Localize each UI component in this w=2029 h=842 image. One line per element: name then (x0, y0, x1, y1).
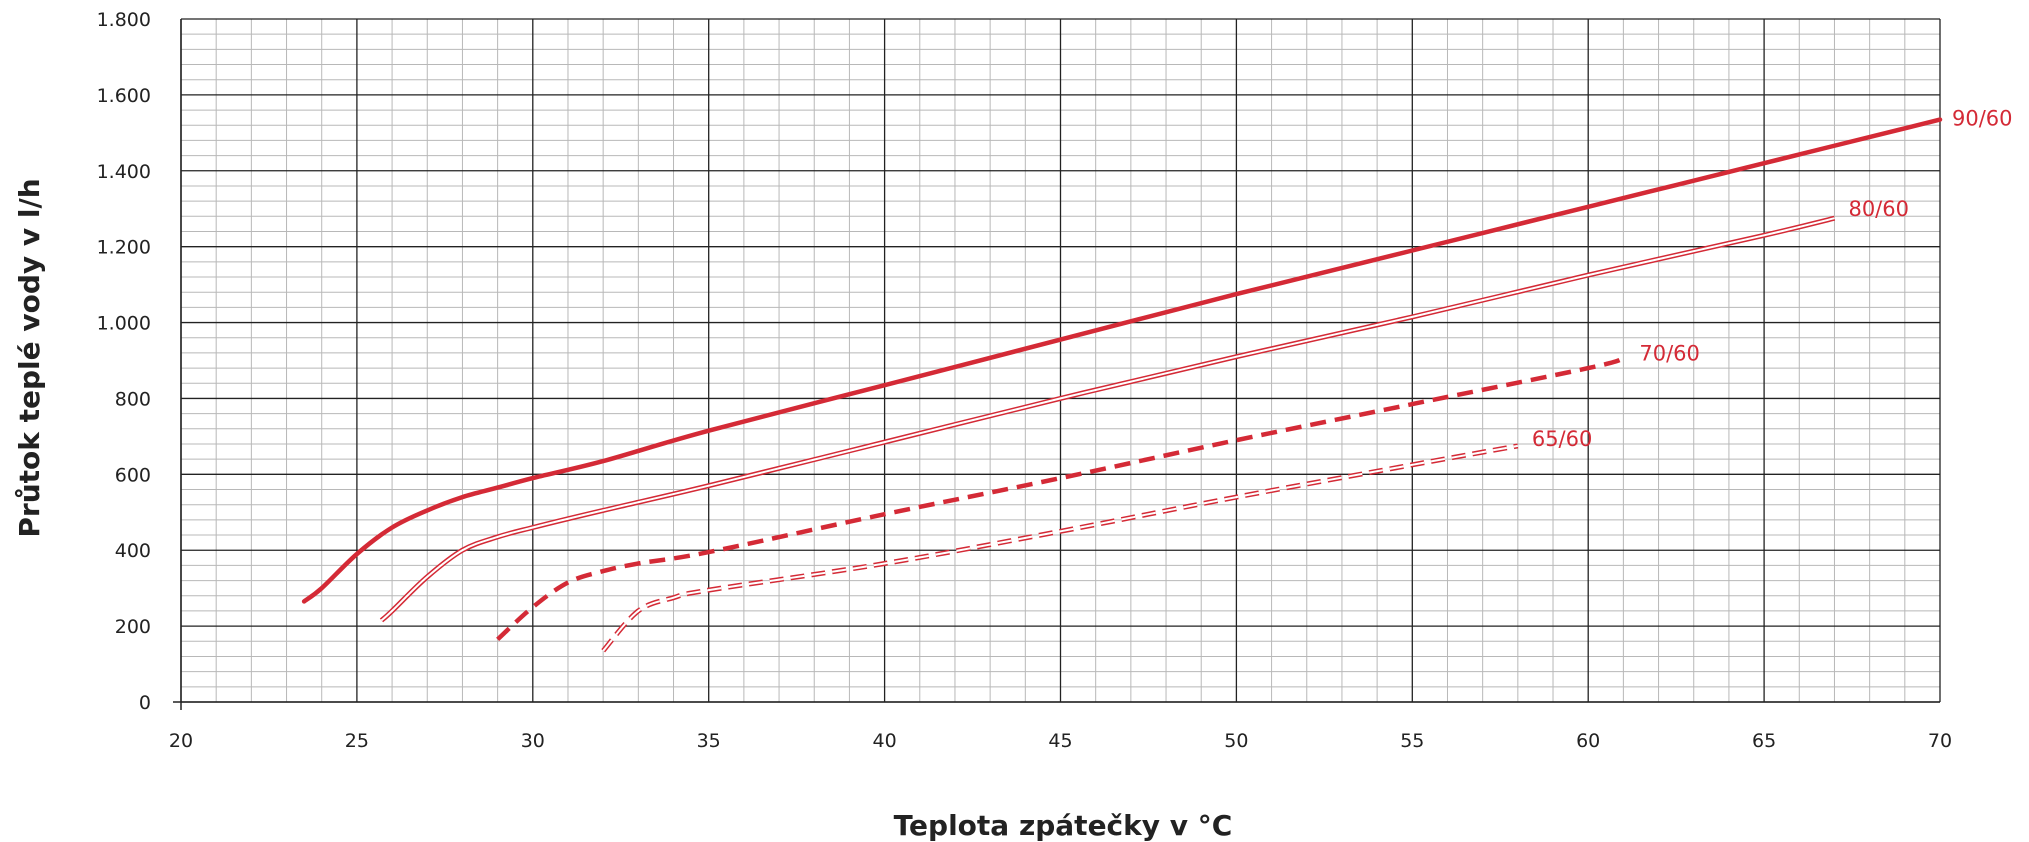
y-axis-title: Průtok teplé vody v l/h (13, 178, 46, 537)
y-tick-label: 1.400 (97, 161, 151, 183)
series-line-80-60 (379, 215, 1836, 623)
series-80-60 (379, 215, 1836, 623)
axes (173, 19, 1940, 710)
series-70-60 (496, 356, 1625, 642)
y-tick-label: 1.200 (97, 237, 151, 259)
x-tick-label: 60 (1576, 730, 1600, 752)
series-90-60 (301, 117, 1943, 604)
x-tick-label: 40 (873, 730, 897, 752)
series-label-65-60: 65/60 (1532, 427, 1593, 451)
y-tick-label: 0 (139, 692, 151, 714)
series-labels: 90/60 80/60 70/60 65/60 (1532, 107, 2013, 451)
x-tick-label: 35 (697, 730, 721, 752)
x-tick-label: 50 (1224, 730, 1248, 752)
series-label-80-60: 80/60 (1848, 197, 1909, 221)
x-tick-label: 70 (1928, 730, 1952, 752)
x-tick-label: 25 (345, 730, 369, 752)
y-tick-label: 400 (115, 540, 151, 562)
series-line-inner-65-60 (602, 444, 1518, 652)
series-label-70-60: 70/60 (1639, 342, 1700, 366)
y-tick-label: 800 (115, 388, 151, 410)
x-axis-title: Teplota zpátečky v °C (894, 809, 1233, 842)
series-line-90-60 (301, 117, 1943, 604)
series-line-inner-80-60 (380, 217, 1835, 622)
series-line-70-60 (496, 356, 1625, 642)
series-layer (301, 117, 1943, 653)
y-tick-label: 1.600 (97, 85, 151, 107)
y-tick-label: 1.000 (97, 313, 151, 335)
x-tick-label: 20 (169, 730, 193, 752)
y-tick-label: 600 (115, 464, 151, 486)
x-tick-label: 65 (1752, 730, 1776, 752)
series-65-60 (601, 443, 1519, 653)
y-tick-labels: 0 200 400 600 800 1.000 1.200 1.400 1.600 1.800 (97, 9, 151, 714)
y-tick-label: 200 (115, 616, 151, 638)
x-tick-label: 55 (1400, 730, 1424, 752)
x-tick-label: 30 (521, 730, 545, 752)
y-tick-label: 1.800 (97, 9, 151, 31)
x-tick-labels: 20 25 30 35 40 45 50 55 60 65 70 (169, 730, 1952, 752)
x-tick-label: 45 (1048, 730, 1072, 752)
series-label-90-60: 90/60 (1952, 107, 2013, 131)
